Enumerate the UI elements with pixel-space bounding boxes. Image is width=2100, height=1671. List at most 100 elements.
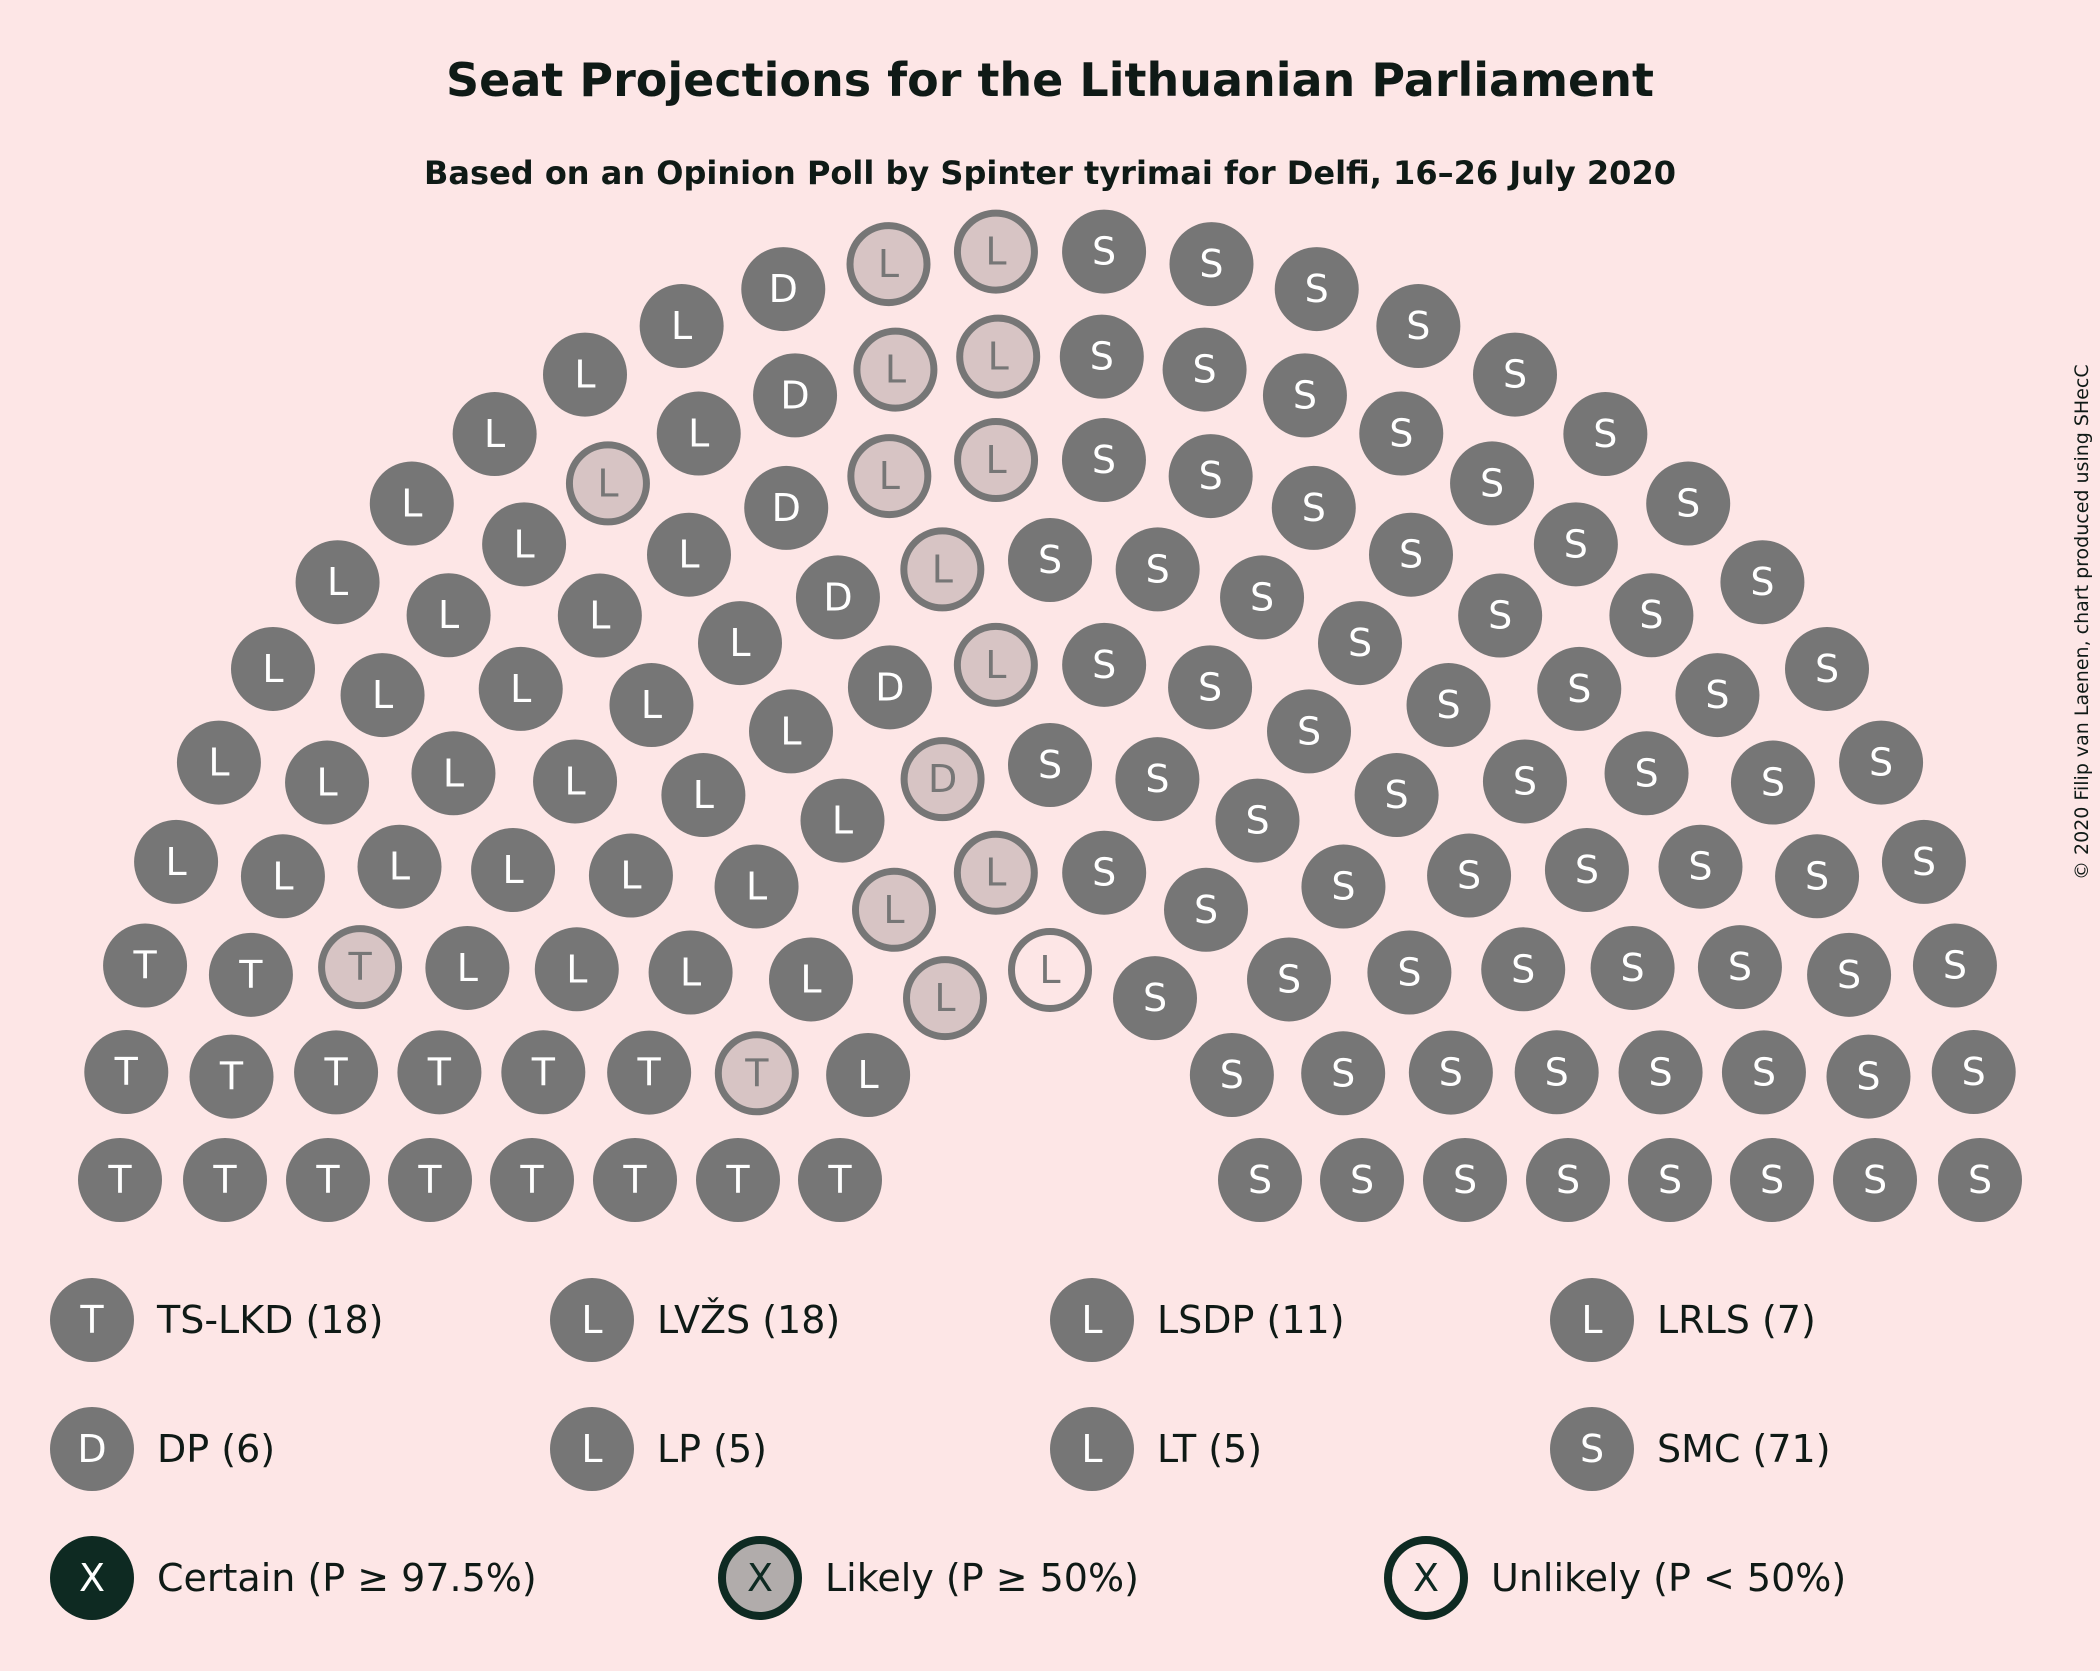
seat-lsdp: L	[714, 844, 799, 929]
seat-circle	[482, 502, 567, 587]
seat-lv-s: L	[471, 828, 556, 912]
seat-circle	[1526, 1138, 1610, 1222]
seat-smc: S	[1730, 740, 1815, 825]
seat-lp: L	[846, 222, 931, 307]
legend-label: LRLS (7)	[1657, 1298, 1816, 1342]
seat-circle	[1938, 1138, 2022, 1222]
seat-letter: D	[780, 373, 809, 417]
legend-swatch-letter: T	[79, 1298, 104, 1342]
seat-letter: S	[1397, 951, 1421, 995]
seat-letter: S	[1968, 1158, 1992, 1202]
certainty-label: Likely (P ≥ 50%)	[825, 1556, 1139, 1600]
seat-smc: S	[1059, 314, 1144, 399]
seat-smc: S	[1526, 1138, 1610, 1222]
seat-ts-lkd: T	[183, 1138, 267, 1222]
seat-ts-lkd: T	[696, 1138, 780, 1222]
seat-circle	[741, 247, 826, 332]
legend-swatch	[50, 1278, 134, 1362]
seat-letter: L	[620, 854, 641, 898]
seat-smc: S	[1730, 1138, 1814, 1222]
legend-item: L LP (5)	[550, 1407, 767, 1491]
seat-letter: T	[519, 1158, 544, 1202]
seat-smc: S	[1189, 1033, 1274, 1117]
legend-item: L LVŽS (18)	[550, 1278, 840, 1362]
seat-letter: L	[878, 242, 899, 286]
seat-letter: T	[531, 1050, 556, 1094]
seat-circle	[565, 441, 650, 526]
seat-dp: D	[900, 737, 985, 822]
seat-circle	[1839, 720, 1924, 805]
seat-letter: L	[988, 335, 1009, 379]
seat-circle	[588, 833, 673, 918]
seat-circle	[1354, 753, 1439, 838]
seat-letter: L	[272, 854, 293, 898]
seat-circle	[1008, 723, 1092, 807]
seat-lp: L	[900, 527, 985, 612]
certainty-label: Certain (P ≥ 97.5%)	[157, 1556, 537, 1600]
seat-lsdp: L	[406, 573, 491, 658]
seat-circle	[1220, 555, 1305, 640]
seat-circle	[1482, 739, 1567, 824]
seat-dp: D	[741, 247, 826, 332]
seat-smc: S	[1481, 927, 1566, 1012]
seat-letter: S	[1856, 1055, 1880, 1099]
seat-smc: S	[1359, 391, 1444, 476]
legend-label: LT (5)	[1157, 1427, 1262, 1471]
seat-smc: S	[1618, 1030, 1703, 1115]
seat-lv-s: L	[357, 824, 442, 909]
seat-smc: S	[1646, 461, 1731, 546]
legend-item: T TS-LKD (18)	[50, 1278, 383, 1362]
seat-circle	[490, 1138, 574, 1222]
seat-circle	[103, 923, 188, 1008]
legend-swatch	[550, 1278, 634, 1362]
seat-ts-lkd: T	[714, 1031, 799, 1116]
seat-lv-s: L	[533, 739, 618, 824]
seat-lv-s: L	[295, 540, 380, 625]
seat-circle	[1062, 830, 1147, 915]
seat-ts-lkd: T	[294, 1030, 379, 1115]
seat-smc: S	[1061, 418, 1146, 503]
seat-circle	[847, 645, 932, 730]
certainty-swatch	[718, 1536, 802, 1620]
seat-letter: S	[1348, 621, 1372, 665]
certainty-swatch-symbol: X	[1413, 1556, 1439, 1600]
seat-lp: L	[853, 327, 938, 412]
seat-letter: L	[327, 560, 348, 604]
seat-circle	[1537, 646, 1622, 731]
seat-lp: L	[847, 434, 932, 519]
seat-lsdp: L	[557, 573, 642, 658]
seat-circle	[1008, 928, 1092, 1012]
certainty-label: Unlikely (P < 50%)	[1491, 1556, 1846, 1600]
seat-circle	[397, 1030, 482, 1115]
seat-lrls: L	[656, 391, 741, 476]
seat-lrls: L	[639, 284, 724, 369]
seat-letter: S	[1248, 1158, 1272, 1202]
seat-letter: L	[165, 840, 186, 884]
seat-letter: L	[514, 522, 535, 566]
seat-letter: L	[883, 888, 904, 932]
seat-lt: L	[953, 622, 1038, 707]
seat-circle	[647, 512, 731, 597]
seat-smc: S	[1473, 332, 1557, 417]
seat-letter: T	[744, 1051, 769, 1095]
seat-letter: L	[574, 353, 595, 397]
seat-letter: S	[1193, 348, 1217, 392]
seat-circle	[230, 626, 315, 711]
seat-letter: L	[985, 643, 1006, 687]
seat-lv-s: L	[768, 937, 853, 1022]
seat-circle	[1720, 540, 1805, 625]
seat-letter: S	[1090, 335, 1114, 379]
seat-letter: S	[1453, 1158, 1477, 1202]
seat-letter: S	[1331, 865, 1355, 909]
seat-smc: S	[1628, 1138, 1712, 1222]
legend-label: LSDP (11)	[1157, 1298, 1345, 1342]
seat-smc: S	[1938, 1138, 2022, 1222]
seat-smc: S	[1062, 209, 1147, 294]
seat-circle	[749, 689, 833, 774]
legend: T TS-LKD (18) L LVŽS (18) L LSDP (11) L LRLS (7…	[50, 1278, 1846, 1620]
seat-letter: T	[107, 1158, 132, 1202]
seat-circle	[1320, 1138, 1404, 1222]
seat-letter: S	[1297, 709, 1321, 753]
seat-letter: S	[1277, 957, 1301, 1001]
seat-ts-lkd: T	[490, 1138, 574, 1222]
